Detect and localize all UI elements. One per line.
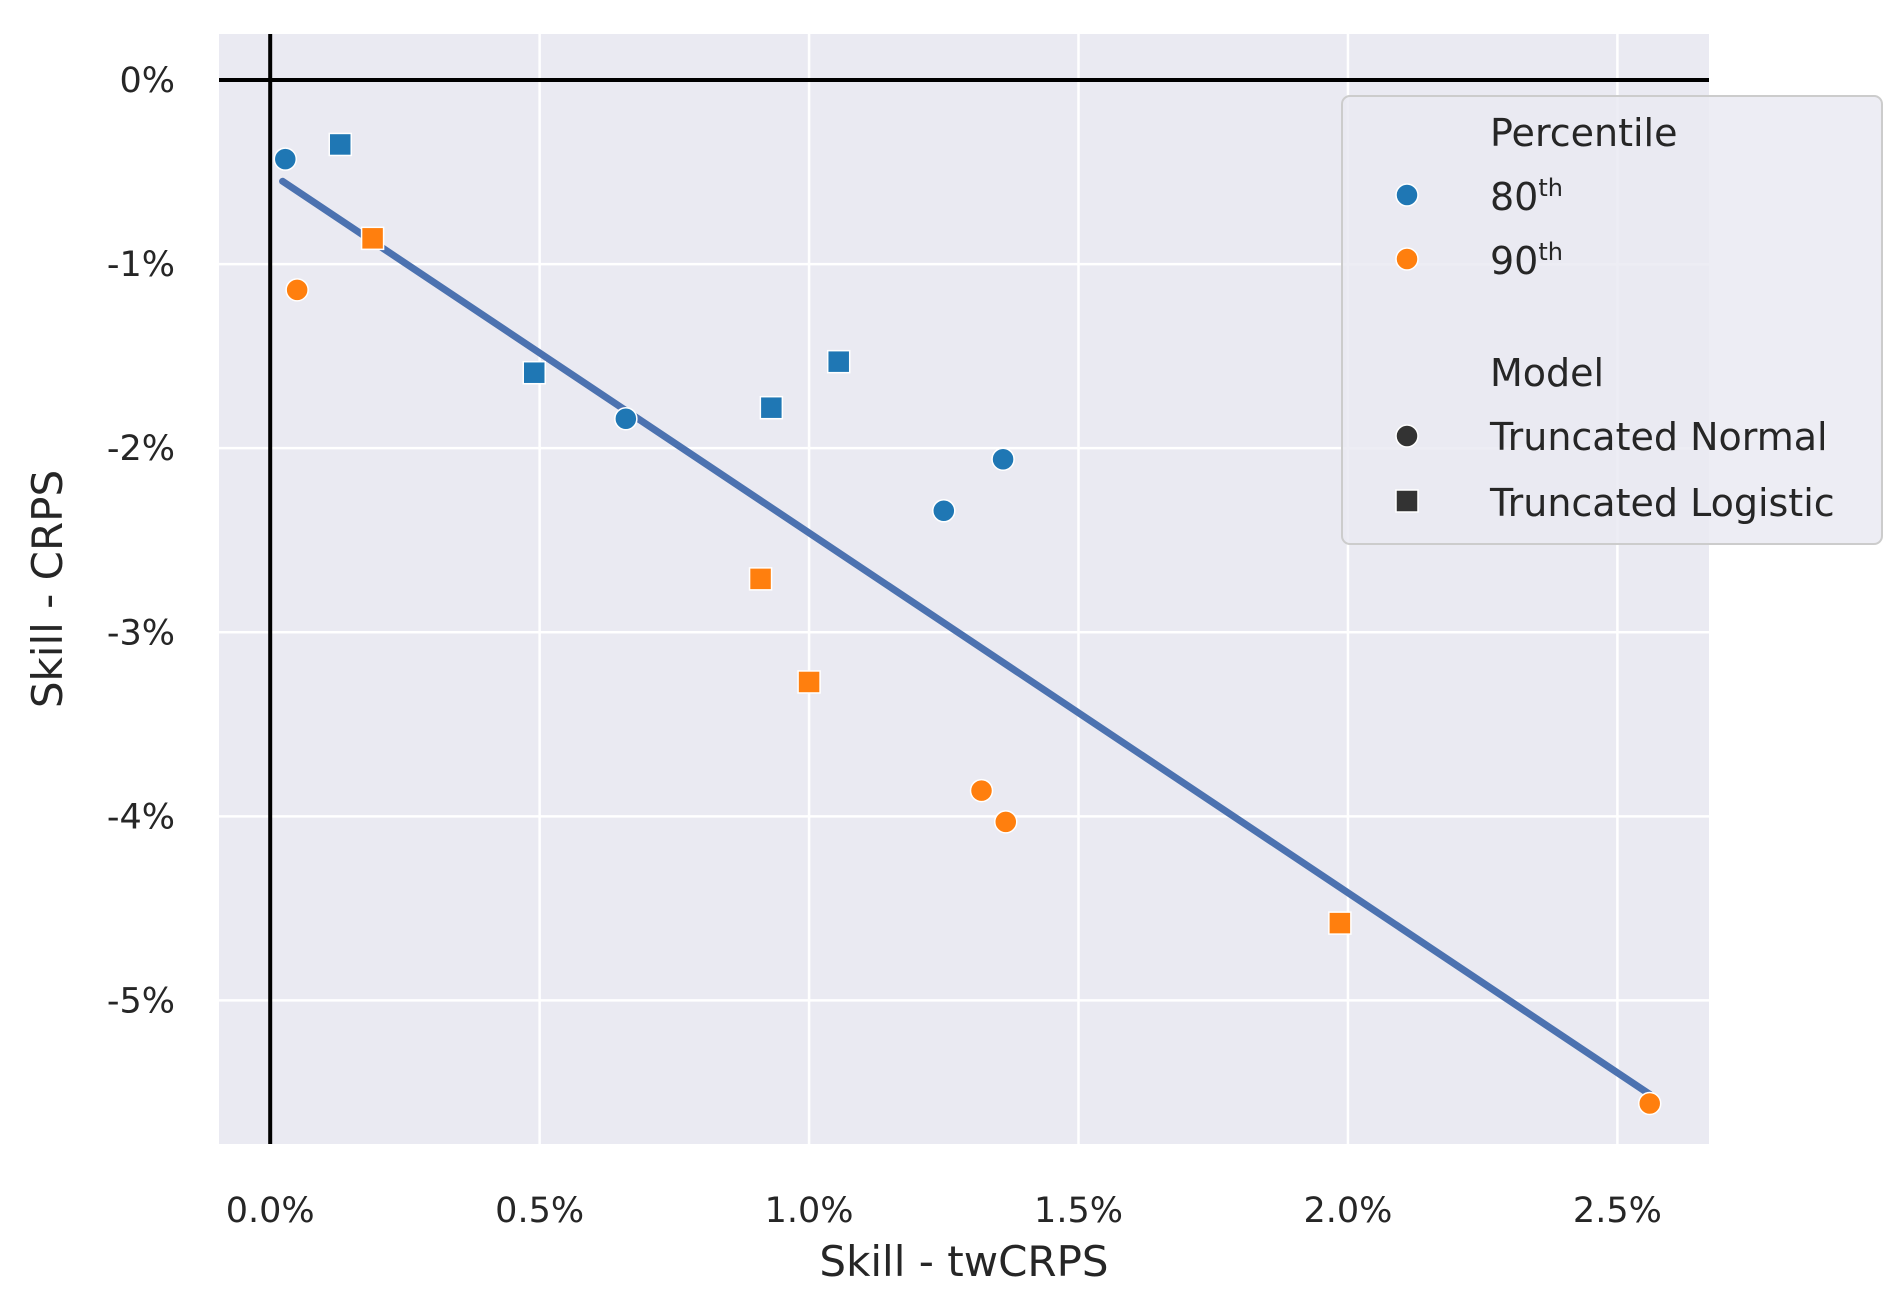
x-tick-label: 2.5% (1573, 1191, 1662, 1231)
data-point-square (328, 132, 352, 157)
data-point-circle (969, 778, 994, 803)
x-tick-label: 2.0% (1303, 1191, 1392, 1231)
x-axis-ticks: 0.0% 0.5% 1.0% 1.5% 2.0% 2.5% (226, 1191, 1662, 1231)
x-tick-label: 0.5% (495, 1191, 584, 1231)
legend-marker-90th (1395, 247, 1419, 271)
y-axis-label: Skill - CRPS (23, 470, 72, 708)
legend-label-truncated-logistic: Truncated Logistic (1489, 481, 1835, 525)
data-point-circle (273, 147, 298, 171)
data-point-circle (614, 406, 638, 431)
data-point-square (748, 567, 773, 591)
y-tick-label: -1% (107, 245, 175, 285)
x-tick-label: 1.5% (1034, 1191, 1123, 1231)
reference-lines (219, 34, 1709, 1144)
legend: Percentile 80th 90th Model Truncated Nor… (1341, 95, 1883, 545)
y-tick-label: 0% (119, 61, 175, 101)
data-point-circle (991, 447, 1015, 471)
legend-label-80th: 80th (1490, 174, 1563, 219)
data-point-circle (994, 810, 1018, 834)
x-axis-label: Skill - twCRPS (819, 1237, 1108, 1286)
data-point-square (360, 226, 385, 251)
trend-line (279, 177, 1654, 1098)
legend-label-truncated-normal: Truncated Normal (1489, 415, 1828, 459)
trend-line-group (279, 177, 1654, 1098)
data-point-square (797, 670, 821, 694)
data-point-circle (932, 499, 956, 523)
legend-marker-truncated-logistic (1395, 489, 1419, 513)
y-tick-label: -5% (107, 981, 175, 1021)
data-point-circle (1637, 1091, 1662, 1116)
data-point-square (826, 349, 851, 374)
data-point-square (1328, 911, 1352, 935)
legend-frame (1341, 95, 1883, 545)
data-point-square (522, 360, 546, 385)
y-tick-label: -4% (107, 797, 175, 837)
y-tick-label: -2% (107, 429, 175, 469)
data-point-square (759, 395, 784, 420)
data-points (273, 132, 1662, 1116)
x-tick-label: 1.0% (765, 1191, 854, 1231)
legend-marker-truncated-normal (1395, 424, 1419, 448)
y-axis-ticks: 0% -1% -2% -3% -4% -5% (107, 61, 175, 1021)
legend-title-percentile: Percentile (1490, 111, 1677, 155)
y-tick-label: -3% (107, 613, 175, 653)
legend-title-model: Model (1490, 351, 1604, 395)
legend-marker-80th (1395, 183, 1419, 207)
x-tick-label: 0.0% (226, 1191, 315, 1231)
data-point-circle (285, 278, 309, 302)
legend-label-90th: 90th (1490, 238, 1563, 283)
